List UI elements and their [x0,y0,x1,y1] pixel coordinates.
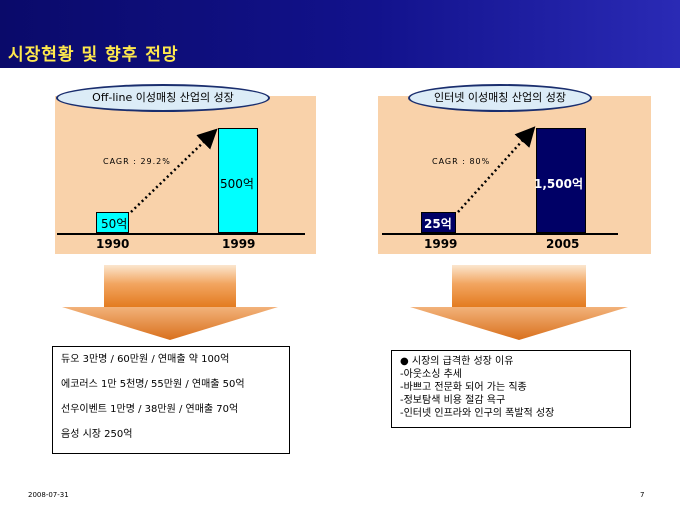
offline-axis [57,233,305,235]
reasons-line: ● 시장의 급격한 성장 이유 [400,356,514,367]
left-down-arrow [62,265,278,340]
offline-bar-1990: 50억 [96,212,129,233]
reasons-line: -바쁘고 전문화 되어 가는 직종 [400,382,527,393]
competitor-line: 듀오 3만명 / 60만원 / 연매출 약 100억 [61,354,230,365]
online-cagr-label: CAGR : 80% [432,157,491,166]
right-down-arrow [410,265,628,340]
offline-year-1999: 1999 [222,237,256,251]
slide-title: 시장현황 및 향후 전망 [8,45,179,65]
slide-header: 시장현황 및 향후 전망 [0,0,680,68]
online-growth-panel [378,96,651,254]
online-growth-oval: 인터넷 이성매칭 산업의 성장 [408,84,592,112]
competitor-line: 선우이벤트 1만명 / 38만원 / 연매출 70억 [61,404,239,415]
offline-growth-panel [55,96,316,254]
offline-year-1990: 1990 [96,237,130,251]
online-bar-2005-label: 1,500억 [534,177,583,191]
offline-bar-1999-label: 500억 [220,177,254,191]
online-bar-2005: 1,500억 [534,128,586,233]
offline-bar-1999: 500억 [218,128,258,233]
offline-bar-1990-label: 50억 [101,217,128,231]
offline-cagr-label: CAGR : 29.2% [103,157,171,166]
reasons-line: -아웃소싱 추세 [400,369,462,380]
competitor-stats-box: 듀오 3만명 / 60만원 / 연매출 약 100억 에코러스 1만 5천명/ … [52,346,290,454]
online-bar-1999: 25억 [421,212,456,233]
competitor-line: 음성 시장 250억 [61,429,133,440]
online-bar-1999-label: 25억 [424,217,452,231]
online-axis [382,233,618,235]
online-year-2005: 2005 [546,237,580,251]
offline-growth-oval: Off-line 이성매칭 산업의 성장 [56,84,270,112]
reasons-line: -정보탐색 비용 절감 욕구 [400,395,506,406]
footer-date: 2008-07-31 [28,491,69,499]
growth-reasons-box: ● 시장의 급격한 성장 이유 -아웃소싱 추세 -바쁘고 전문화 되어 가는 … [391,350,631,428]
online-year-1999: 1999 [424,237,458,251]
reasons-line: -인터넷 인프라와 인구의 폭발적 성장 [400,408,555,419]
competitor-line: 에코러스 1만 5천명/ 55만원 / 연매출 50억 [61,379,245,390]
page-number: 7 [640,491,645,499]
